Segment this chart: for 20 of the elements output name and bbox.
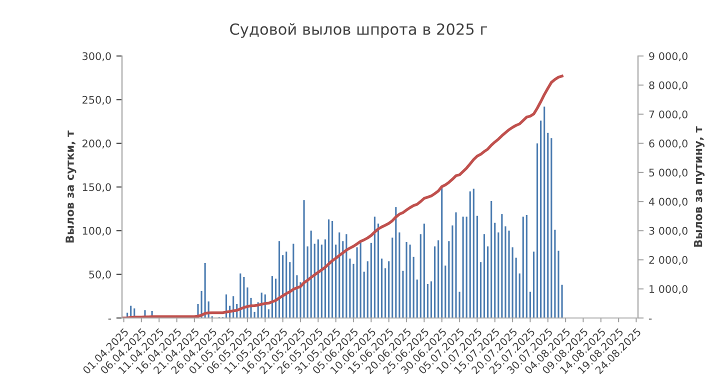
y-tick-label: 100,0 bbox=[82, 226, 111, 236]
y2-tick-label: 7 000,0 bbox=[649, 110, 688, 120]
y2-tick-label: 1 000,0 bbox=[650, 285, 688, 294]
y2-tick-label: - bbox=[648, 318, 652, 320]
y2-tick-label: 9 000,0 bbox=[649, 52, 688, 62]
y-tick-label: 250,0 bbox=[82, 96, 111, 105]
y-tick-label: - bbox=[108, 318, 112, 320]
y2-tick-label: 5 000,0 bbox=[649, 168, 688, 178]
y-tick-label: 200,0 bbox=[82, 140, 111, 148]
chart-title: Судовой вылов шпрота в 2025 г bbox=[230, 23, 488, 38]
y2-axis-title: Вылов за путину, т bbox=[694, 126, 704, 247]
y2-tick-label: 3 000,0 bbox=[649, 226, 688, 236]
y-tick-label: 300,0 bbox=[82, 52, 111, 62]
y2-tick-label: 6 000,0 bbox=[649, 140, 688, 148]
y-axis-title: Вылов за сутки, т bbox=[66, 130, 76, 243]
y-tick-label: 50,0 bbox=[89, 270, 111, 280]
y2-tick-label: 8 000,0 bbox=[649, 81, 688, 90]
y2-tick-label: 4 000,0 bbox=[648, 198, 688, 207]
y2-tick-label: 2 000,0 bbox=[649, 256, 688, 265]
y-tick-label: 150,0 bbox=[82, 183, 111, 192]
